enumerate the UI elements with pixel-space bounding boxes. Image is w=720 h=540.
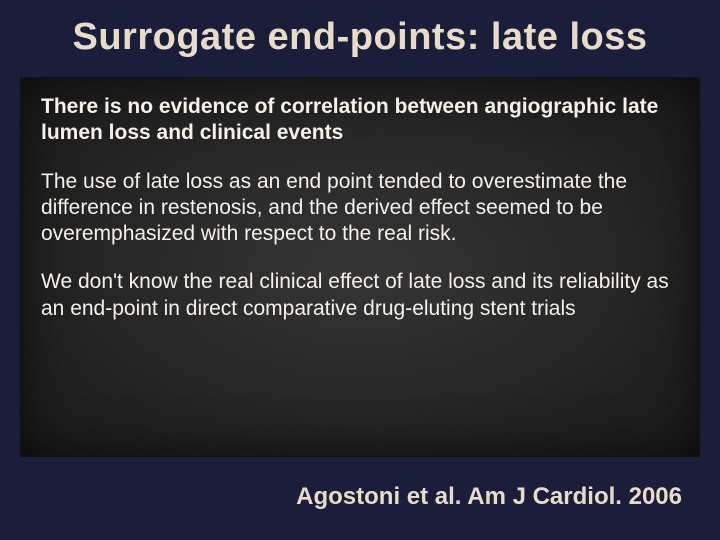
paragraph-2: The use of late loss as an end point ten… bbox=[41, 169, 679, 248]
citation: Agostoni et al. Am J Cardiol. 2006 bbox=[0, 465, 720, 511]
slide-title: Surrogate end-points: late loss bbox=[0, 0, 720, 69]
slide: Surrogate end-points: late loss There is… bbox=[0, 0, 720, 540]
content-panel: There is no evidence of correlation betw… bbox=[20, 77, 700, 457]
paragraph-1: There is no evidence of correlation betw… bbox=[41, 94, 679, 147]
paragraph-3: We don't know the real clinical effect o… bbox=[41, 269, 679, 322]
